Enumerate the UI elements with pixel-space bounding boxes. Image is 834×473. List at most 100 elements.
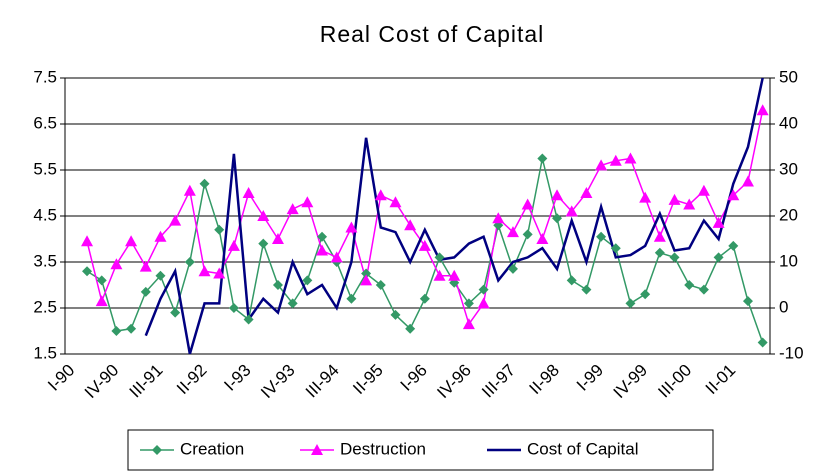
x-tick-label: III-91 (126, 361, 167, 402)
marker (287, 298, 298, 309)
marker (712, 216, 725, 228)
marker (389, 196, 402, 208)
x-tick-label: I-90 (44, 361, 78, 395)
x-tick-label: IV-90 (81, 361, 123, 403)
marker (741, 175, 754, 187)
y-tick-label: 4.5 (33, 205, 57, 224)
marker (405, 323, 416, 334)
x-tick-label: II-01 (702, 361, 739, 398)
marker (375, 280, 386, 290)
marker (418, 239, 431, 251)
marker (228, 303, 239, 313)
marker (345, 221, 358, 233)
y2-tick-label: 10 (779, 251, 798, 270)
marker (316, 244, 329, 256)
marker (683, 198, 696, 210)
marker (170, 307, 181, 318)
marker (595, 159, 608, 171)
marker (390, 309, 401, 320)
marker (757, 337, 768, 348)
marker (653, 230, 666, 242)
marker (258, 238, 269, 249)
x-tick-label: I-93 (220, 361, 254, 395)
marker (125, 235, 138, 247)
x-tick-label: II-92 (173, 361, 210, 398)
marker (374, 189, 387, 201)
marker (552, 213, 563, 224)
marker (462, 318, 475, 330)
marker (419, 293, 430, 304)
y-tick-label: 2.5 (33, 297, 57, 316)
y-tick-label: 6.5 (33, 113, 57, 132)
marker (522, 229, 533, 240)
marker (640, 289, 651, 300)
x-tick-label: II-95 (349, 361, 386, 398)
x-tick-label: I-96 (397, 361, 431, 395)
marker (360, 274, 373, 286)
marker (95, 295, 108, 307)
legend-label: Creation (180, 439, 244, 458)
marker (537, 153, 548, 164)
marker (184, 257, 195, 267)
marker (684, 280, 695, 290)
chart-title: Real Cost of Capital (320, 21, 545, 47)
marker (713, 252, 724, 263)
y-tick-label: 5.5 (33, 159, 57, 178)
marker (155, 270, 166, 281)
marker (698, 284, 709, 295)
marker (152, 445, 162, 455)
marker (625, 298, 636, 309)
marker (624, 152, 637, 164)
x-tick-label: III-94 (302, 361, 343, 402)
marker (742, 296, 753, 307)
marker (286, 203, 299, 215)
marker (477, 297, 490, 309)
marker (609, 154, 622, 166)
marker (111, 326, 122, 336)
marker (478, 284, 489, 295)
marker (581, 284, 592, 295)
x-tick-label: I-99 (573, 361, 607, 395)
marker (521, 198, 534, 210)
marker (81, 235, 94, 247)
marker (330, 251, 343, 263)
x-tick-label: IV-96 (433, 361, 475, 403)
y2-tick-label: 0 (779, 297, 788, 316)
x-tick-label: III-97 (478, 361, 519, 402)
y2-tick-label: 50 (779, 67, 798, 86)
marker (257, 210, 270, 221)
y-tick-label: 3.5 (33, 251, 57, 270)
marker (492, 212, 505, 224)
marker (463, 298, 474, 309)
marker (448, 269, 461, 281)
marker (551, 189, 564, 201)
marker (566, 275, 577, 286)
marker (243, 314, 254, 325)
marker (756, 104, 769, 116)
marker (433, 269, 446, 281)
marker (110, 258, 123, 270)
y2-tick-label: 20 (779, 205, 798, 224)
marker (302, 275, 313, 286)
marker (169, 214, 182, 226)
marker (82, 266, 93, 277)
marker (565, 205, 578, 217)
marker (126, 323, 137, 334)
marker (183, 184, 196, 196)
marker (404, 219, 417, 231)
marker (610, 243, 621, 254)
x-tick-label: IV-93 (257, 361, 299, 403)
y2-tick-label: 30 (779, 159, 798, 178)
marker (213, 267, 226, 279)
marker (669, 252, 680, 263)
x-tick-label: IV-99 (610, 361, 652, 403)
marker (346, 293, 357, 304)
marker (639, 191, 652, 203)
marker (507, 263, 518, 274)
marker (214, 224, 225, 235)
marker (580, 187, 593, 198)
marker (96, 275, 107, 286)
legend-label: Destruction (340, 439, 426, 458)
marker (668, 193, 681, 205)
